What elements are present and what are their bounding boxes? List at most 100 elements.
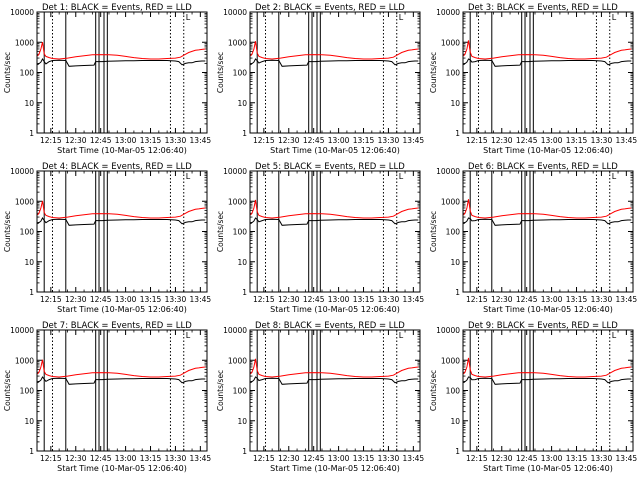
detector-panel-7: Det 7: BLACK = Events, RED = LLD Counts/s… bbox=[3, 321, 211, 473]
y-tick-label: 1 bbox=[29, 129, 34, 138]
x-tick-label: 12:30 bbox=[491, 295, 513, 304]
lld-series-line bbox=[37, 359, 206, 378]
y-tick-label: 1 bbox=[29, 288, 34, 297]
x-tick-label: 13:45 bbox=[190, 454, 212, 463]
y-axis-label: Counts/sec bbox=[216, 211, 225, 252]
y-tick-label: 1 bbox=[242, 288, 247, 297]
x-tick-label: 13:45 bbox=[616, 295, 638, 304]
x-tick-label: 12:15 bbox=[40, 295, 62, 304]
y-axis-label: Counts/sec bbox=[216, 52, 225, 93]
x-axis-label: Start Time (10-Mar-05 12:06:40) bbox=[483, 305, 613, 314]
plot-frame bbox=[249, 11, 421, 134]
panel-title: Det 1: BLACK = Events, RED = LLD bbox=[42, 3, 192, 13]
x-tick-label: 13:00 bbox=[328, 454, 350, 463]
x-axis-label: Start Time (10-Mar-05 12:06:40) bbox=[270, 146, 400, 155]
x-tick-label: 13:30 bbox=[165, 295, 187, 304]
lld-series-line bbox=[463, 199, 632, 219]
marker-label: L bbox=[612, 172, 617, 181]
x-tick-label: 12:45 bbox=[303, 295, 325, 304]
x-tick-label: 12:30 bbox=[278, 454, 300, 463]
lld-series-line bbox=[250, 199, 419, 219]
y-axis-label: Counts/sec bbox=[3, 211, 12, 252]
x-tick-label: 12:45 bbox=[90, 454, 112, 463]
y-tick-label: 10000 bbox=[10, 167, 34, 176]
detector-panel-6: Det 6: BLACK = Events, RED = LLD Counts/s… bbox=[429, 162, 637, 314]
x-tick-label: 13:45 bbox=[403, 295, 425, 304]
y-tick-label: 1 bbox=[455, 447, 460, 456]
x-tick-label: 13:15 bbox=[566, 136, 588, 145]
x-tick-label: 13:30 bbox=[378, 136, 400, 145]
y-tick-label: 1000 bbox=[441, 197, 460, 206]
y-tick-label: 10000 bbox=[223, 326, 247, 335]
x-tick-label: 12:30 bbox=[278, 295, 300, 304]
marker-label: L bbox=[186, 331, 191, 340]
y-tick-label: 1000 bbox=[15, 197, 34, 206]
x-tick-label: 12:45 bbox=[303, 136, 325, 145]
x-tick-label: 13:00 bbox=[541, 136, 563, 145]
x-tick-label: 13:30 bbox=[378, 454, 400, 463]
events-series-line bbox=[37, 58, 206, 67]
y-tick-label: 1000 bbox=[228, 356, 247, 365]
events-series-line bbox=[463, 58, 632, 67]
lld-series-line bbox=[37, 41, 206, 60]
panel-title: Det 5: BLACK = Events, RED = LLD bbox=[255, 162, 405, 172]
y-tick-label: 10 bbox=[24, 417, 34, 426]
x-tick-label: 13:15 bbox=[353, 295, 375, 304]
x-tick-label: 13:30 bbox=[591, 295, 613, 304]
events-series-line bbox=[250, 217, 419, 226]
x-axis-label: Start Time (10-Mar-05 12:06:40) bbox=[270, 464, 400, 473]
y-tick-label: 10 bbox=[24, 99, 34, 108]
x-tick-label: 13:15 bbox=[140, 454, 162, 463]
x-tick-label: 12:15 bbox=[466, 295, 488, 304]
y-tick-label: 10 bbox=[24, 258, 34, 267]
y-axis-label: Counts/sec bbox=[429, 52, 438, 93]
panel-title: Det 6: BLACK = Events, RED = LLD bbox=[468, 162, 618, 172]
x-tick-label: 13:15 bbox=[566, 295, 588, 304]
y-tick-label: 1 bbox=[29, 447, 34, 456]
x-tick-label: 13:00 bbox=[115, 295, 137, 304]
marker-label: L bbox=[186, 172, 191, 181]
detector-panel-2: Det 2: BLACK = Events, RED = LLD Counts/s… bbox=[216, 3, 424, 155]
x-tick-label: 12:15 bbox=[40, 454, 62, 463]
lld-series-line bbox=[250, 358, 419, 378]
y-tick-label: 10000 bbox=[10, 8, 34, 17]
y-axis-label: Counts/sec bbox=[429, 211, 438, 252]
x-tick-label: 13:00 bbox=[328, 136, 350, 145]
panel-title: Det 9: BLACK = Events, RED = LLD bbox=[468, 321, 618, 331]
plot-frame bbox=[249, 170, 421, 293]
x-axis-label: Start Time (10-Mar-05 12:06:40) bbox=[270, 305, 400, 314]
y-tick-label: 1000 bbox=[15, 356, 34, 365]
x-tick-label: 13:45 bbox=[190, 295, 212, 304]
plot-frame bbox=[249, 329, 421, 452]
y-tick-label: 1 bbox=[242, 129, 247, 138]
x-tick-label: 13:45 bbox=[403, 136, 425, 145]
plot-frame bbox=[36, 170, 208, 293]
x-tick-label: 13:30 bbox=[378, 295, 400, 304]
detector-panel-5: Det 5: BLACK = Events, RED = LLD Counts/s… bbox=[216, 162, 424, 314]
detector-panel-4: Det 4: BLACK = Events, RED = LLD Counts/s… bbox=[3, 162, 211, 314]
x-tick-label: 12:30 bbox=[278, 136, 300, 145]
x-axis-label: Start Time (10-Mar-05 12:06:40) bbox=[483, 146, 613, 155]
x-tick-label: 12:15 bbox=[253, 295, 275, 304]
y-tick-label: 1000 bbox=[15, 38, 34, 47]
x-tick-label: 13:30 bbox=[165, 136, 187, 145]
lld-series-line bbox=[37, 200, 206, 219]
x-tick-label: 13:30 bbox=[591, 136, 613, 145]
x-tick-label: 13:45 bbox=[616, 454, 638, 463]
x-tick-label: 12:45 bbox=[90, 295, 112, 304]
y-tick-label: 10 bbox=[237, 99, 247, 108]
x-tick-label: 13:45 bbox=[616, 136, 638, 145]
marker-label: L bbox=[399, 331, 404, 340]
x-tick-label: 13:15 bbox=[140, 295, 162, 304]
y-tick-label: 1000 bbox=[228, 197, 247, 206]
x-tick-label: 12:30 bbox=[65, 295, 87, 304]
x-tick-label: 12:45 bbox=[90, 136, 112, 145]
y-axis-label: Counts/sec bbox=[3, 370, 12, 411]
y-tick-label: 100 bbox=[20, 387, 35, 396]
x-tick-label: 13:45 bbox=[403, 454, 425, 463]
plot-frame bbox=[462, 170, 634, 293]
x-tick-label: 13:00 bbox=[328, 295, 350, 304]
x-tick-label: 12:15 bbox=[466, 454, 488, 463]
y-tick-label: 100 bbox=[446, 69, 461, 78]
marker-label: L bbox=[612, 331, 617, 340]
